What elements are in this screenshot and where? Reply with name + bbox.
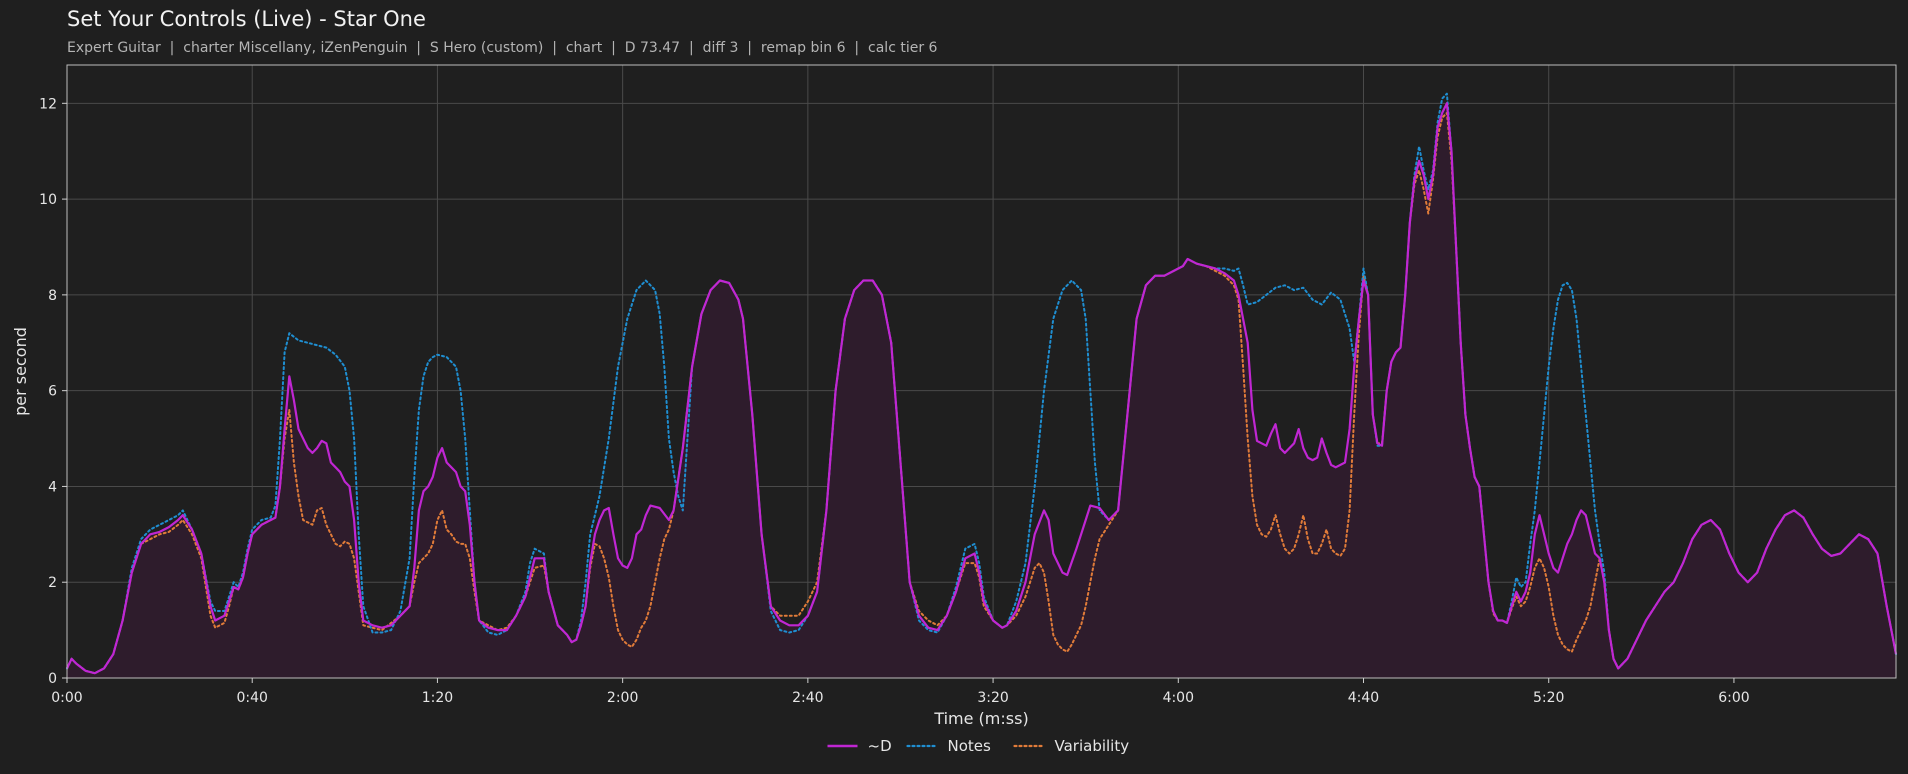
x-tick-label: 3:20 [977,690,1008,706]
axis-ticks: 0:00 0:40 1:20 2:00 2:40 3:20 4:00 4:40 5:20 6:00… [39,96,1749,706]
chart-title: Set Your Controls (Live) - Star One [67,7,426,31]
y-tick-label: 12 [39,96,57,112]
legend-label: Notes [948,737,992,755]
y-axis-label: per second [11,327,30,416]
x-tick-label: 4:40 [1348,690,1379,706]
legend-label: Variability [1055,737,1130,755]
legend-label: ~D [868,737,892,755]
difficulty-fill-area [67,103,1896,679]
x-tick-label: 2:40 [792,690,823,706]
x-tick-label: 1:20 [422,690,453,706]
y-tick-label: 8 [48,288,57,304]
legend-item: Variability [1013,737,1130,755]
x-tick-label: 5:20 [1533,690,1564,706]
series-line-notes [66,92,1897,675]
y-tick-label: 0 [48,671,57,687]
plot-frame [66,64,1897,679]
y-tick-label: 6 [48,384,57,400]
chart-subtitle: Expert Guitar | charter Miscellany, iZen… [67,40,938,56]
legend: ~D Notes Variability [827,737,1130,755]
legend-item: Notes [906,737,992,755]
x-tick-label: 0:40 [236,690,267,706]
y-tick-label: 4 [48,479,57,495]
x-tick-label: 0:00 [51,690,82,706]
series-line-variability [66,111,1897,675]
x-tick-label: 2:00 [607,690,638,706]
x-tick-label: 4:00 [1163,690,1194,706]
legend-item: ~D [827,737,892,755]
y-tick-label: 2 [48,575,57,591]
x-axis-label: Time (m:ss) [933,709,1028,728]
y-tick-label: 10 [39,192,57,208]
series-lines [66,92,1898,675]
series-line-d [66,102,1898,675]
x-tick-label: 6:00 [1718,690,1749,706]
